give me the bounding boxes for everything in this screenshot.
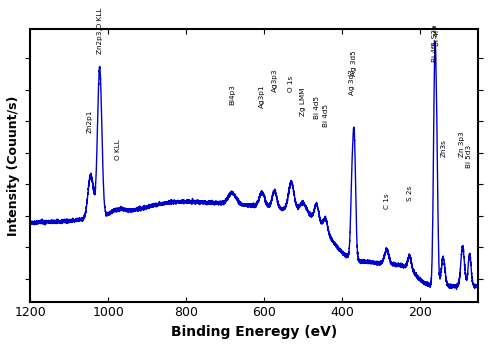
Text: Zn3s: Zn3s bbox=[440, 139, 446, 157]
Text: Ag3p1: Ag3p1 bbox=[259, 85, 265, 108]
Text: Bi 5d3: Bi 5d3 bbox=[466, 145, 472, 168]
Text: Ag 3d5: Ag 3d5 bbox=[351, 50, 357, 75]
Text: Zn 3p3: Zn 3p3 bbox=[459, 131, 465, 157]
Text: Bi 4f7: Bi 4f7 bbox=[434, 25, 440, 46]
Text: O 1s: O 1s bbox=[288, 76, 294, 92]
Text: C 1s: C 1s bbox=[384, 193, 390, 209]
Text: Bi 4d5: Bi 4d5 bbox=[322, 104, 328, 127]
Text: S 2s: S 2s bbox=[407, 185, 413, 201]
Text: Bi 4d5: Bi 4d5 bbox=[314, 96, 320, 119]
Text: Zn2p1: Zn2p1 bbox=[87, 109, 93, 133]
Y-axis label: Intensity (Couunt/s): Intensity (Couunt/s) bbox=[7, 95, 20, 236]
Text: Zg LMM: Zg LMM bbox=[300, 88, 306, 116]
Text: Zn2p3,O KLL: Zn2p3,O KLL bbox=[97, 8, 103, 54]
Text: Ag 3d3: Ag 3d3 bbox=[349, 69, 355, 94]
Text: Ag3p3: Ag3p3 bbox=[271, 69, 277, 92]
Text: O KLL: O KLL bbox=[115, 139, 121, 160]
Text: Bi4p3: Bi4p3 bbox=[229, 85, 235, 106]
X-axis label: Binding Eneregy (eV): Binding Eneregy (eV) bbox=[171, 325, 338, 339]
Text: Bi 4f5-S2p: Bi 4f5-S2p bbox=[432, 25, 438, 62]
